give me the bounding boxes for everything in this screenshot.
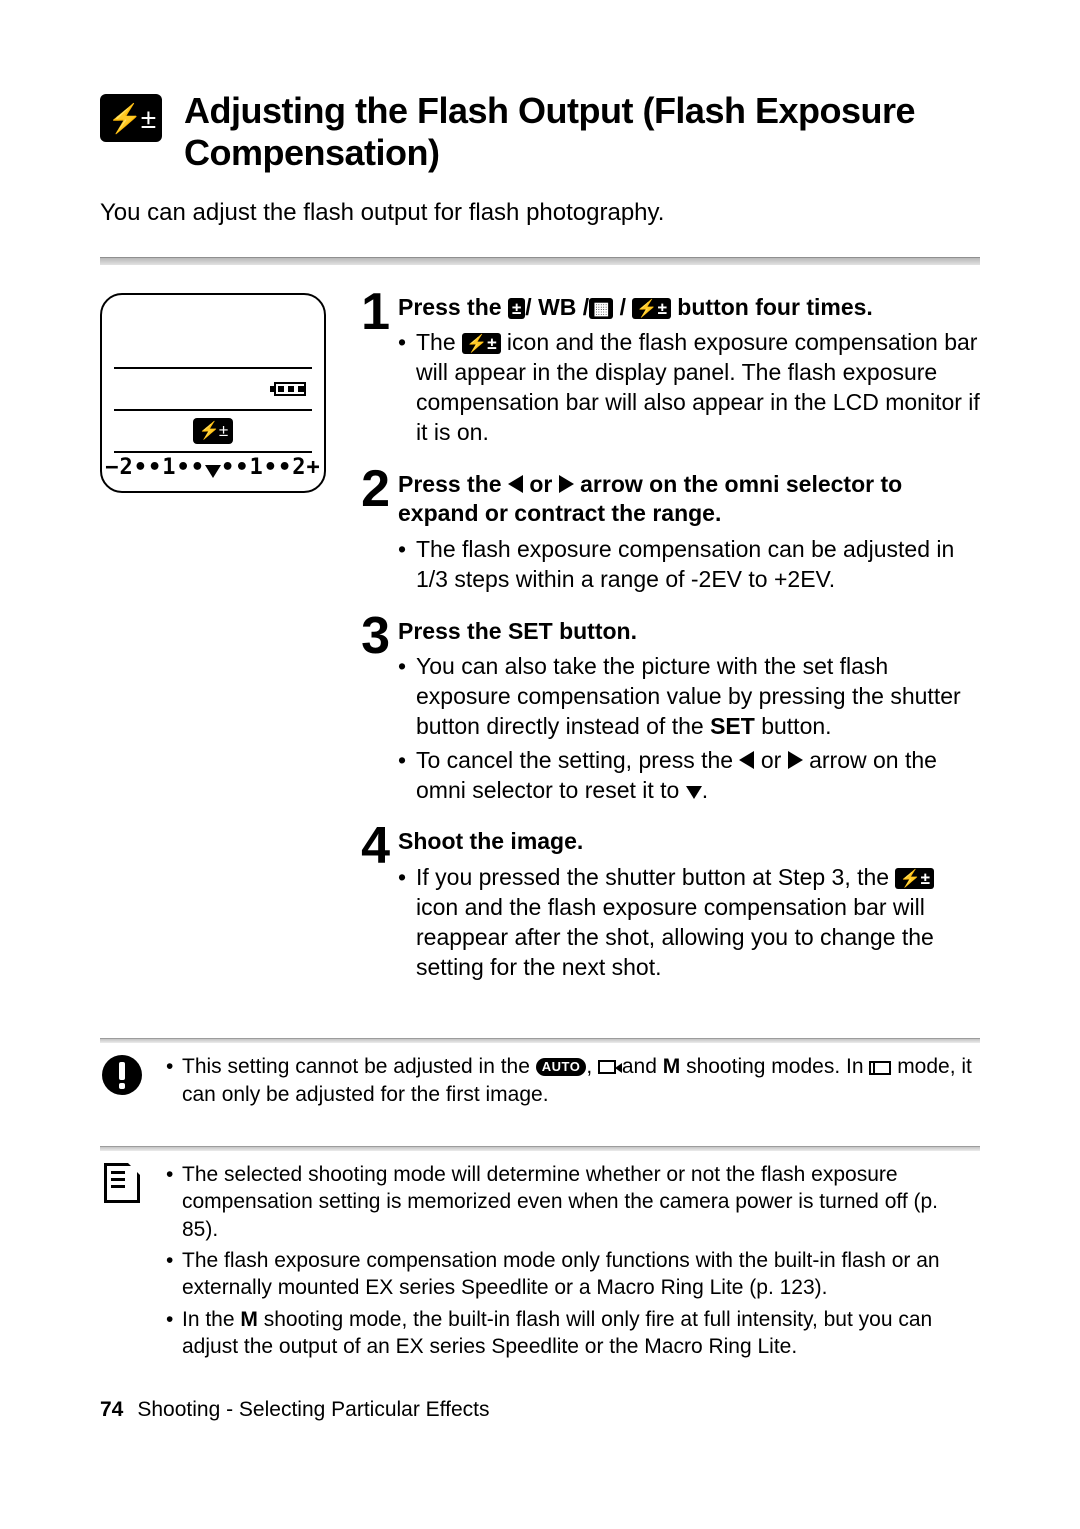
step-number: 1 [346, 293, 388, 452]
page-number: 74 [100, 1398, 123, 1422]
arrow-right-icon [559, 475, 574, 493]
step-number: 3 [346, 617, 388, 810]
divider-light [100, 1146, 980, 1151]
arrow-right-icon [788, 751, 803, 769]
step-2: 2 Press the or arrow on the omni selecto… [346, 470, 980, 599]
battery-icon [274, 382, 306, 396]
stitch-mode-icon [869, 1061, 891, 1075]
step-heading: Shoot the image. [398, 827, 980, 856]
divider-heavy [100, 257, 980, 265]
steps-column: 1 Press the ±/ WB /▦ / ⚡± button four ti… [346, 293, 980, 1005]
step-3: 3 Press the SET button. You can also tak… [346, 617, 980, 810]
warning-note: This setting cannot be adjusted in the A… [100, 1053, 980, 1112]
flash-ev-button-icon: ⚡± [632, 298, 671, 319]
pointer-down-icon [205, 465, 221, 478]
iso-button-icon: ▦ [589, 298, 613, 319]
document-icon [104, 1163, 140, 1203]
note-bullet: In the M shooting mode, the built-in fla… [166, 1306, 980, 1361]
camera-lcd-illustration: −2••1••••1••2+ [100, 293, 326, 493]
auto-mode-icon: AUTO [536, 1058, 587, 1076]
page-title-row: Adjusting the Flash Output (Flash Exposu… [100, 90, 980, 175]
step-bullet: To cancel the setting, press the or arro… [398, 746, 980, 806]
step-bullet: The ⚡± icon and the flash exposure compe… [398, 328, 980, 448]
note-bullet: This setting cannot be adjusted in the A… [166, 1053, 980, 1108]
step-number: 4 [346, 827, 388, 986]
step-1: 1 Press the ±/ WB /▦ / ⚡± button four ti… [346, 293, 980, 452]
page-title: Adjusting the Flash Output (Flash Exposu… [184, 90, 980, 175]
info-note: The selected shooting mode will determin… [100, 1161, 980, 1364]
step-4: 4 Shoot the image. If you pressed the sh… [346, 827, 980, 986]
flash-ev-icon [100, 94, 162, 142]
step-heading: Press the ±/ WB /▦ / ⚡± button four time… [398, 293, 980, 322]
arrow-down-icon [686, 786, 702, 799]
step-bullet: The flash exposure compensation can be a… [398, 535, 980, 595]
step-bullet: If you pressed the shutter button at Ste… [398, 863, 980, 983]
arrow-left-icon [739, 751, 754, 769]
step-heading: Press the SET button. [398, 617, 980, 646]
movie-mode-icon [598, 1060, 616, 1074]
flash-ev-icon [193, 418, 233, 444]
footer-breadcrumb: Shooting - Selecting Particular Effects [137, 1398, 489, 1422]
page-footer: 74 Shooting - Selecting Particular Effec… [100, 1398, 980, 1422]
step-heading: Press the or arrow on the omni selector … [398, 470, 980, 529]
note-bullet: The selected shooting mode will determin… [166, 1161, 980, 1243]
warning-icon [102, 1055, 142, 1095]
step-number: 2 [346, 470, 388, 599]
illustration-column: −2••1••••1••2+ [100, 293, 330, 1005]
flash-ev-icon: ⚡± [462, 333, 501, 354]
divider-light [100, 1038, 980, 1043]
flash-ev-icon: ⚡± [895, 868, 934, 889]
arrow-left-icon [508, 475, 523, 493]
note-bullet: The flash exposure compensation mode onl… [166, 1247, 980, 1302]
step-bullet: You can also take the picture with the s… [398, 652, 980, 742]
intro-text: You can adjust the flash output for flas… [100, 199, 980, 227]
ev-scale: −2••1••••1••2+ [114, 453, 312, 483]
ev-button-icon: ± [508, 298, 525, 319]
